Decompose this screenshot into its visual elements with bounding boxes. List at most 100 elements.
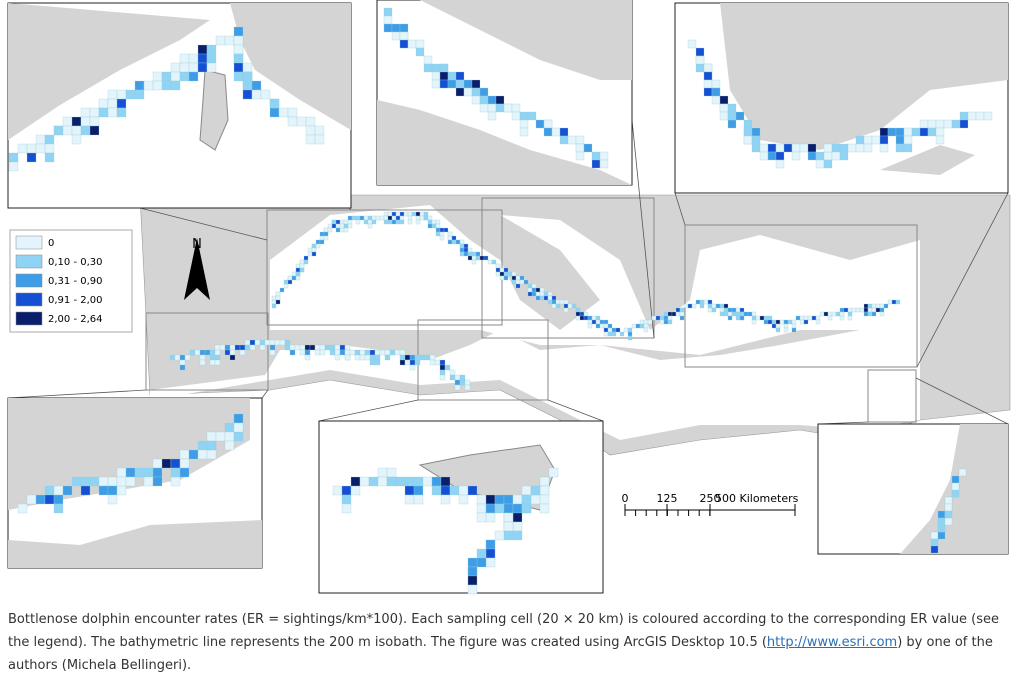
legend-swatch	[15, 292, 43, 307]
sampling-cell	[783, 323, 789, 329]
sampling-cell	[107, 98, 118, 109]
sampling-cell	[343, 223, 349, 229]
sampling-cell	[415, 219, 421, 225]
sampling-cell	[224, 440, 235, 451]
sampling-cell	[194, 349, 201, 356]
sampling-cell	[443, 227, 449, 233]
sampling-cell	[71, 116, 82, 127]
sampling-cell	[467, 485, 478, 496]
sampling-cell	[679, 315, 685, 321]
sampling-cell	[659, 319, 665, 325]
sampling-cell	[199, 349, 206, 356]
sampling-cell	[391, 211, 397, 217]
sampling-cell	[413, 476, 424, 487]
sampling-cell	[879, 307, 885, 313]
sampling-cell	[413, 485, 424, 496]
sampling-cell	[459, 251, 465, 257]
sampling-cell	[53, 485, 64, 496]
sampling-cell	[423, 63, 433, 73]
sampling-cell	[595, 315, 601, 321]
sampling-cell	[751, 127, 761, 137]
sampling-cell	[799, 315, 805, 321]
sampling-cell	[259, 344, 266, 351]
sampling-cell	[847, 307, 853, 313]
sampling-cell	[743, 135, 753, 145]
legend-swatch	[15, 235, 43, 250]
sampling-cell	[631, 323, 637, 329]
sampling-cell	[539, 476, 550, 487]
sampling-cell	[494, 530, 505, 541]
sampling-cell	[855, 135, 865, 145]
sampling-cell	[583, 315, 589, 321]
sampling-cell	[116, 467, 127, 478]
inset-island	[199, 69, 229, 151]
sampling-cell	[603, 323, 609, 329]
sampling-cell	[386, 476, 397, 487]
sampling-cell	[359, 349, 366, 356]
sampling-cell	[487, 111, 497, 121]
sampling-cell	[53, 125, 64, 136]
sampling-cell	[503, 271, 509, 277]
caption-link[interactable]: http://www.esri.com	[766, 635, 898, 650]
sampling-cell	[89, 125, 100, 136]
inset-frame	[684, 224, 918, 368]
sampling-cell	[206, 440, 217, 451]
sampling-cell	[80, 107, 91, 118]
sampling-cell	[269, 107, 280, 118]
sampling-cell	[311, 251, 317, 257]
sampling-cell	[244, 344, 251, 351]
sampling-cell	[599, 319, 605, 325]
sampling-cell	[831, 151, 841, 161]
sampling-cell	[409, 364, 416, 371]
sampling-cell	[739, 307, 745, 313]
sampling-cell	[703, 87, 713, 97]
sampling-cell	[479, 95, 489, 105]
sampling-cell	[274, 339, 281, 346]
sampling-cell	[512, 521, 523, 532]
sampling-cell	[639, 323, 645, 329]
sampling-cell	[435, 219, 441, 225]
sampling-cell	[903, 127, 913, 137]
sampling-cell	[707, 307, 713, 313]
sampling-cell	[383, 219, 389, 225]
leader-line	[674, 192, 686, 226]
sampling-cell	[511, 271, 517, 277]
sampling-cell	[363, 215, 369, 221]
sampling-cell	[197, 44, 208, 55]
sampling-cell	[189, 349, 196, 356]
sampling-cell	[287, 275, 293, 281]
sampling-cell	[383, 211, 389, 217]
sampling-cell	[179, 354, 186, 361]
sampling-cell	[667, 311, 673, 317]
sampling-cell	[369, 349, 376, 356]
sampling-cell	[575, 311, 581, 317]
sampling-cell	[467, 557, 478, 568]
sampling-cell	[587, 319, 593, 325]
sampling-cell	[503, 521, 514, 532]
sampling-cell	[305, 125, 316, 136]
sampling-cell	[278, 107, 289, 118]
sampling-cell	[531, 287, 537, 293]
sampling-cell	[407, 211, 413, 217]
sampling-cell	[767, 151, 777, 161]
sampling-cell	[512, 503, 523, 514]
sampling-cell	[547, 299, 553, 305]
sampling-cell	[199, 359, 206, 366]
sampling-cell	[535, 119, 545, 129]
sampling-cell	[551, 299, 557, 305]
sampling-cell	[775, 143, 785, 153]
sampling-cell	[319, 349, 326, 356]
sampling-cell	[314, 134, 325, 145]
sampling-cell	[344, 354, 351, 361]
sampling-cell	[471, 255, 477, 261]
sampling-cell	[937, 524, 946, 533]
sampling-cell	[879, 135, 889, 145]
sampling-cell	[575, 143, 585, 153]
sampling-cell	[599, 323, 605, 329]
sampling-cell	[871, 307, 877, 313]
sampling-cell	[951, 489, 960, 498]
sampling-cell	[703, 299, 709, 305]
sampling-cell	[539, 291, 545, 297]
sampling-cell	[467, 575, 478, 586]
sampling-cell	[583, 143, 593, 153]
